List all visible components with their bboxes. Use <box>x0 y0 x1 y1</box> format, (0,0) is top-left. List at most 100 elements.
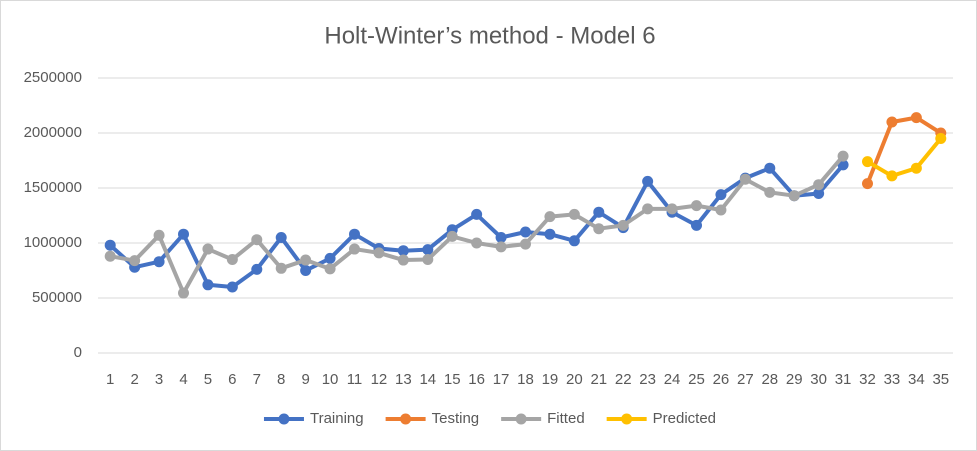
series-marker <box>104 250 116 262</box>
legend-label: Fitted <box>547 410 585 427</box>
series-marker <box>104 239 116 251</box>
x-tick-label: 27 <box>737 371 754 388</box>
y-tick-label: 2000000 <box>24 124 82 141</box>
x-tick-label: 17 <box>493 371 510 388</box>
legend-label: Predicted <box>653 410 716 427</box>
x-tick-label: 8 <box>277 371 285 388</box>
series-marker <box>300 254 312 266</box>
series-marker <box>349 243 360 255</box>
series-marker <box>788 190 800 202</box>
x-tick-label: 23 <box>639 371 656 388</box>
series-marker <box>202 243 214 255</box>
series-marker <box>666 203 678 215</box>
series-marker <box>691 200 702 212</box>
series-marker <box>813 188 825 199</box>
x-tick-label: 31 <box>835 371 852 388</box>
series-marker <box>813 179 825 191</box>
x-tick-label: 25 <box>688 371 705 388</box>
x-tick-label: 32 <box>859 371 876 388</box>
series-marker <box>324 252 336 264</box>
series-marker <box>178 287 189 299</box>
series-marker <box>446 230 458 242</box>
series-marker <box>520 226 531 238</box>
series-marker <box>226 281 238 293</box>
x-tick-label: 6 <box>228 371 236 388</box>
y-tick-label: 1000000 <box>24 234 82 251</box>
series-marker <box>837 150 849 162</box>
x-tick-label: 9 <box>301 371 309 388</box>
x-tick-label: 30 <box>810 371 827 388</box>
series-marker <box>153 229 165 241</box>
y-tick-label: 2500000 <box>24 69 82 86</box>
x-tick-label: 15 <box>444 371 461 388</box>
series-marker <box>862 178 873 190</box>
legend-marker <box>278 413 290 425</box>
legend-label: Testing <box>432 410 480 427</box>
series-marker <box>397 245 409 257</box>
x-tick-label: 3 <box>155 371 163 388</box>
series-marker <box>642 175 654 187</box>
x-tick-label: 33 <box>884 371 901 388</box>
series-marker <box>422 244 434 256</box>
x-tick-label: 18 <box>517 371 534 388</box>
x-tick-label: 28 <box>761 371 778 388</box>
series-marker <box>886 170 898 182</box>
series-marker <box>520 238 531 250</box>
legend-label: Training <box>310 410 364 427</box>
series-marker <box>275 262 287 274</box>
series-marker <box>544 228 556 240</box>
x-tick-label: 4 <box>179 371 187 388</box>
x-tick-label: 2 <box>130 371 138 388</box>
x-tick-label: 19 <box>542 371 559 388</box>
x-tick-label: 29 <box>786 371 803 388</box>
y-tick-label: 1500000 <box>24 179 82 196</box>
series-marker <box>568 208 580 220</box>
series-marker <box>935 133 947 144</box>
series-marker <box>886 116 898 128</box>
x-tick-label: 35 <box>932 371 949 388</box>
x-tick-label: 12 <box>371 371 388 388</box>
series-marker <box>495 241 507 253</box>
x-tick-label: 20 <box>566 371 583 388</box>
series-marker <box>471 208 483 220</box>
series-marker <box>910 112 922 124</box>
x-tick-label: 16 <box>468 371 485 388</box>
x-tick-label: 13 <box>395 371 412 388</box>
series-marker <box>593 223 605 235</box>
x-tick-label: 7 <box>253 371 261 388</box>
series-marker <box>153 256 165 268</box>
x-tick-label: 22 <box>615 371 632 388</box>
x-tick-label: 26 <box>713 371 730 388</box>
series-marker <box>764 162 776 174</box>
series-marker <box>739 173 751 185</box>
series-marker <box>275 232 287 243</box>
series-marker <box>495 232 507 243</box>
series-marker <box>764 186 776 198</box>
series-marker <box>397 254 409 266</box>
x-tick-label: 10 <box>322 371 339 388</box>
series-marker <box>129 255 141 267</box>
series-marker <box>300 265 312 276</box>
series-marker <box>862 156 873 168</box>
series-marker <box>422 254 434 265</box>
series-marker <box>544 211 556 223</box>
series-marker <box>471 237 483 249</box>
series-marker <box>349 228 360 240</box>
series-marker <box>178 228 189 240</box>
series-marker <box>910 162 922 174</box>
series-marker <box>715 189 727 201</box>
legend-marker <box>515 413 527 425</box>
chart-title: Holt-Winter’s method - Model 6 <box>324 22 655 49</box>
x-tick-label: 14 <box>419 371 436 388</box>
series-marker <box>251 263 263 275</box>
series-marker <box>324 263 336 275</box>
series-marker <box>373 247 385 259</box>
x-tick-label: 21 <box>590 371 607 388</box>
x-tick-label: 5 <box>204 371 212 388</box>
series-line <box>865 115 943 186</box>
series-marker <box>202 279 214 291</box>
series-marker <box>715 204 727 216</box>
series-marker <box>568 235 580 247</box>
x-tick-label: 1 <box>106 371 114 388</box>
series-line <box>865 136 943 178</box>
